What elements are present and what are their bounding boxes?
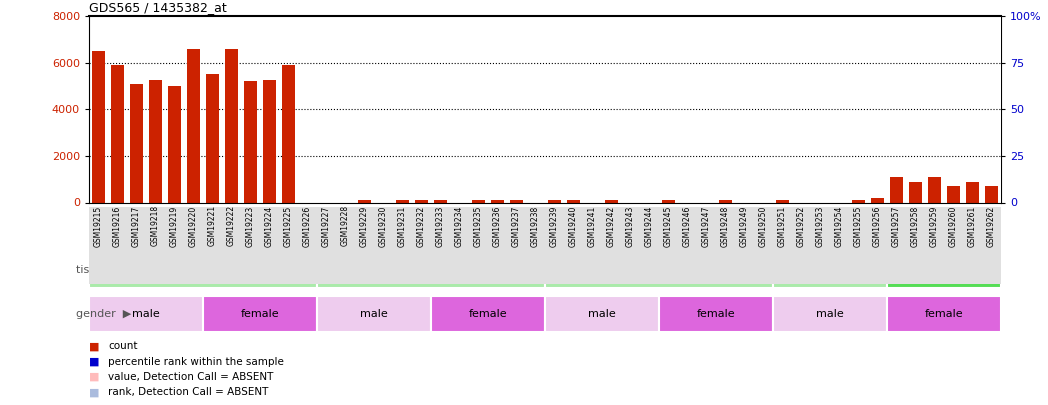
Text: female: female bbox=[924, 309, 963, 319]
Bar bbox=[92, 51, 105, 202]
Bar bbox=[985, 186, 998, 202]
Text: count: count bbox=[108, 341, 137, 351]
Bar bbox=[510, 200, 523, 202]
Bar bbox=[887, 296, 1001, 332]
Bar bbox=[431, 296, 545, 332]
Bar bbox=[169, 86, 180, 202]
Bar bbox=[188, 49, 200, 202]
Text: ■: ■ bbox=[89, 357, 100, 367]
Bar bbox=[910, 181, 921, 202]
Bar bbox=[358, 200, 371, 202]
Bar bbox=[929, 177, 940, 202]
Text: male: male bbox=[361, 309, 388, 319]
Text: gender  ▶: gender ▶ bbox=[75, 309, 131, 319]
Bar bbox=[719, 200, 732, 202]
Bar bbox=[890, 177, 902, 202]
Bar bbox=[567, 200, 580, 202]
Bar bbox=[206, 75, 219, 202]
Bar bbox=[492, 200, 504, 202]
Bar bbox=[777, 200, 788, 202]
Text: ■: ■ bbox=[89, 372, 100, 382]
Bar bbox=[772, 296, 887, 332]
Text: value, Detection Call = ABSENT: value, Detection Call = ABSENT bbox=[108, 372, 274, 382]
Bar bbox=[203, 296, 316, 332]
Text: male: male bbox=[132, 309, 160, 319]
Bar bbox=[316, 251, 545, 288]
Text: testis: testis bbox=[814, 264, 845, 274]
Text: rank, Detection Call = ABSENT: rank, Detection Call = ABSENT bbox=[108, 388, 268, 397]
Bar bbox=[130, 84, 143, 202]
Bar bbox=[947, 186, 960, 202]
Text: male: male bbox=[588, 309, 616, 319]
Bar bbox=[244, 81, 257, 202]
Bar bbox=[434, 200, 446, 202]
Bar bbox=[282, 65, 294, 202]
Bar bbox=[225, 49, 238, 202]
Text: female: female bbox=[697, 309, 736, 319]
Bar bbox=[111, 65, 124, 202]
Bar bbox=[871, 198, 883, 202]
Bar bbox=[473, 200, 484, 202]
Bar bbox=[887, 251, 1001, 288]
Text: ovary: ovary bbox=[929, 264, 960, 274]
Text: hypothalamus: hypothalamus bbox=[163, 264, 243, 274]
Bar bbox=[89, 296, 203, 332]
Text: liver: liver bbox=[419, 264, 443, 274]
Bar bbox=[606, 200, 617, 202]
Bar bbox=[545, 251, 772, 288]
Text: kidney: kidney bbox=[640, 264, 678, 274]
Text: male: male bbox=[816, 309, 844, 319]
Bar bbox=[548, 200, 561, 202]
Bar bbox=[772, 251, 887, 288]
Text: female: female bbox=[241, 309, 280, 319]
Bar bbox=[662, 200, 675, 202]
Bar bbox=[659, 296, 772, 332]
Bar bbox=[396, 200, 409, 202]
Text: percentile rank within the sample: percentile rank within the sample bbox=[108, 357, 284, 367]
Text: GDS565 / 1435382_at: GDS565 / 1435382_at bbox=[89, 1, 226, 14]
Text: ■: ■ bbox=[89, 341, 100, 351]
Bar bbox=[852, 200, 865, 202]
Bar bbox=[316, 296, 431, 332]
Bar bbox=[966, 181, 979, 202]
Bar bbox=[150, 80, 161, 202]
Bar bbox=[415, 200, 428, 202]
Bar bbox=[89, 251, 316, 288]
Text: tissue  ▶: tissue ▶ bbox=[75, 264, 125, 274]
Bar bbox=[263, 80, 276, 202]
Bar bbox=[545, 296, 659, 332]
Text: female: female bbox=[468, 309, 507, 319]
Text: ■: ■ bbox=[89, 388, 100, 397]
